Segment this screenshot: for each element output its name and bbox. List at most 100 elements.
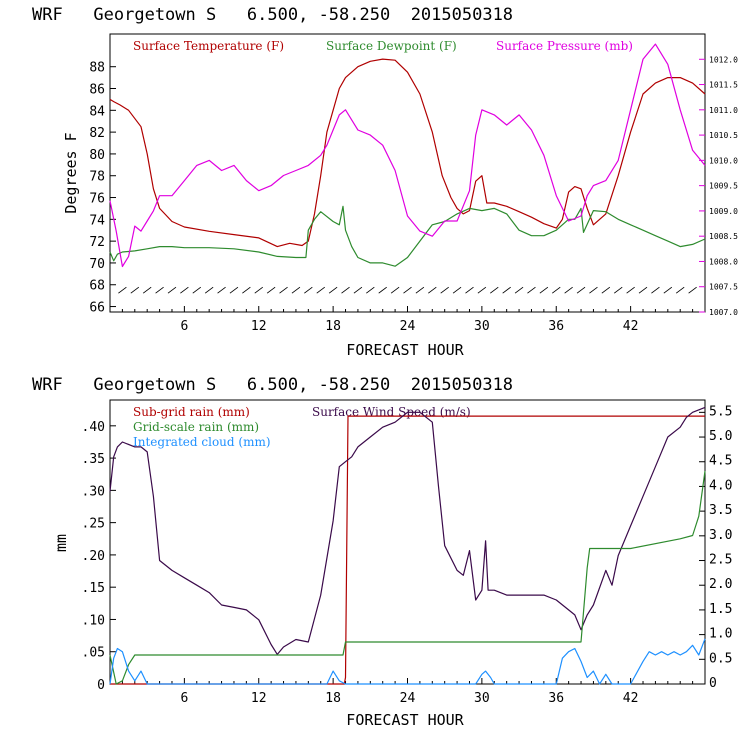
y2-tick-label: 5.5 (709, 404, 732, 419)
wind-barb (328, 286, 338, 294)
integrated-cloud-line (109, 638, 706, 685)
legend-surface-temperature: Surface Temperature (F) (133, 39, 284, 53)
wind-barb (279, 286, 288, 294)
y-tick-label: .05 (82, 646, 105, 661)
x-tick-label: 42 (623, 691, 639, 706)
x-tick-label: 24 (400, 691, 416, 706)
top-chart-title: WRF Georgetown S 6.500, -58.250 20150503… (32, 5, 513, 25)
wind-barb (118, 286, 127, 294)
wind-barb (514, 286, 524, 294)
y2-tick-label: 5.0 (709, 429, 732, 444)
y-tick-label: .10 (82, 613, 105, 628)
wind-barb (551, 286, 561, 294)
legend-wind-speed: Surface Wind Speed (m/s) (312, 405, 471, 419)
y2-tick-label: 1.0 (709, 627, 732, 642)
y-tick-label: 68 (89, 279, 105, 294)
y-tick-label: .30 (82, 484, 105, 499)
wind-barb (490, 286, 499, 294)
wind-barb (626, 286, 635, 294)
top-x-ticks: 6 12 18 24 30 36 42 (121, 306, 694, 334)
wind-barb (465, 286, 474, 294)
wind-barb (502, 286, 511, 294)
x-tick-label: 30 (474, 691, 490, 706)
top-y-ticks: 66 68 70 72 74 76 78 80 82 84 86 88 (89, 61, 116, 316)
x-tick-label: 36 (548, 691, 564, 706)
wind-barb (229, 286, 239, 294)
top-y2-ticks: 1007.0 1007.5 1008.0 1008.5 1009.0 1009.5 1010… (699, 55, 738, 317)
y2-tick-label: 1011.5 (709, 81, 738, 90)
wind-barb (155, 286, 164, 294)
y-tick-label: .15 (82, 581, 105, 596)
y-tick-label: 80 (89, 148, 105, 163)
y-tick-label: 82 (89, 126, 105, 141)
wind-barb (378, 286, 387, 294)
wind-barb (576, 286, 586, 294)
wind-barb (192, 286, 202, 294)
y-tick-label: 86 (89, 83, 105, 98)
y2-tick-label: 3.5 (709, 503, 732, 518)
wind-barb (390, 286, 400, 294)
legend-surface-dewpoint: Surface Dewpoint (F) (326, 39, 457, 53)
y-tick-label: 66 (89, 301, 105, 316)
wind-barb (440, 286, 449, 294)
y2-tick-label: 0.5 (709, 651, 732, 666)
y-tick-label: 84 (89, 104, 105, 119)
y2-tick-label: 1011.0 (709, 106, 738, 115)
wind-barb (341, 286, 350, 294)
surface-wind-speed-line (109, 406, 706, 656)
x-tick-label: 30 (474, 319, 490, 334)
wind-barb (353, 286, 363, 294)
y2-tick-label: 1012.0 (709, 55, 738, 64)
wind-barb (204, 286, 214, 294)
x-tick-label: 12 (251, 691, 267, 706)
wind-barb (291, 286, 301, 294)
grid-scale-rain-line (109, 470, 706, 685)
wind-barb (651, 286, 660, 294)
y-tick-label: 72 (89, 235, 105, 250)
bottom-y-axis-title: mm (52, 534, 70, 552)
x-tick-label: 6 (180, 691, 188, 706)
top-series-lines (109, 43, 706, 268)
wind-barb (613, 286, 623, 294)
wind-barb (217, 286, 226, 294)
legend-gridscale-rain: Grid-scale rain (mm) (133, 420, 259, 434)
y2-tick-label: 2.5 (709, 553, 732, 568)
precipitation-chart: WRF Georgetown S 6.500, -58.250 20150503… (32, 375, 732, 729)
wind-barb (366, 286, 375, 294)
wind-barb (130, 286, 140, 294)
bottom-x-ticks: 6 12 18 24 30 36 42 (121, 678, 694, 706)
legend-surface-pressure: Surface Pressure (mb) (496, 39, 633, 53)
wind-barb (304, 286, 313, 294)
wind-barb (452, 286, 462, 294)
x-tick-label: 12 (251, 319, 267, 334)
wind-barb (142, 286, 152, 294)
surface-dewpoint-line (109, 205, 706, 267)
wind-barb (663, 286, 673, 294)
wind-barb (539, 286, 549, 294)
y2-tick-label: 2.0 (709, 577, 732, 592)
wind-barb (242, 286, 251, 294)
wind-barb (254, 286, 264, 294)
wind-barb (601, 286, 611, 294)
wind-barbs (118, 286, 697, 294)
y2-tick-label: 1009.5 (709, 182, 738, 191)
wind-barb (589, 286, 598, 294)
wind-barb (688, 286, 697, 294)
bottom-series-lines (109, 406, 706, 685)
y-tick-label: .20 (82, 549, 105, 564)
wind-barb (527, 286, 536, 294)
y2-tick-label: 0 (709, 676, 717, 691)
y2-tick-label: 1009.0 (709, 207, 738, 216)
y-tick-label: .40 (82, 420, 105, 435)
y2-tick-label: 1007.5 (709, 283, 738, 292)
bottom-y-ticks: 0 .05 .10 .15 .20 .25 .30 .35 .40 (82, 420, 116, 693)
bottom-chart-title: WRF Georgetown S 6.500, -58.250 20150503… (32, 375, 513, 395)
y2-tick-label: 1008.5 (709, 232, 738, 241)
y2-tick-label: 4.0 (709, 478, 732, 493)
y-tick-label: 70 (89, 257, 105, 272)
y-tick-label: .35 (82, 452, 105, 467)
legend-subgrid-rain: Sub-grid rain (mm) (133, 405, 250, 419)
y2-tick-label: 1010.5 (709, 131, 738, 140)
y-tick-label: 74 (89, 213, 105, 228)
